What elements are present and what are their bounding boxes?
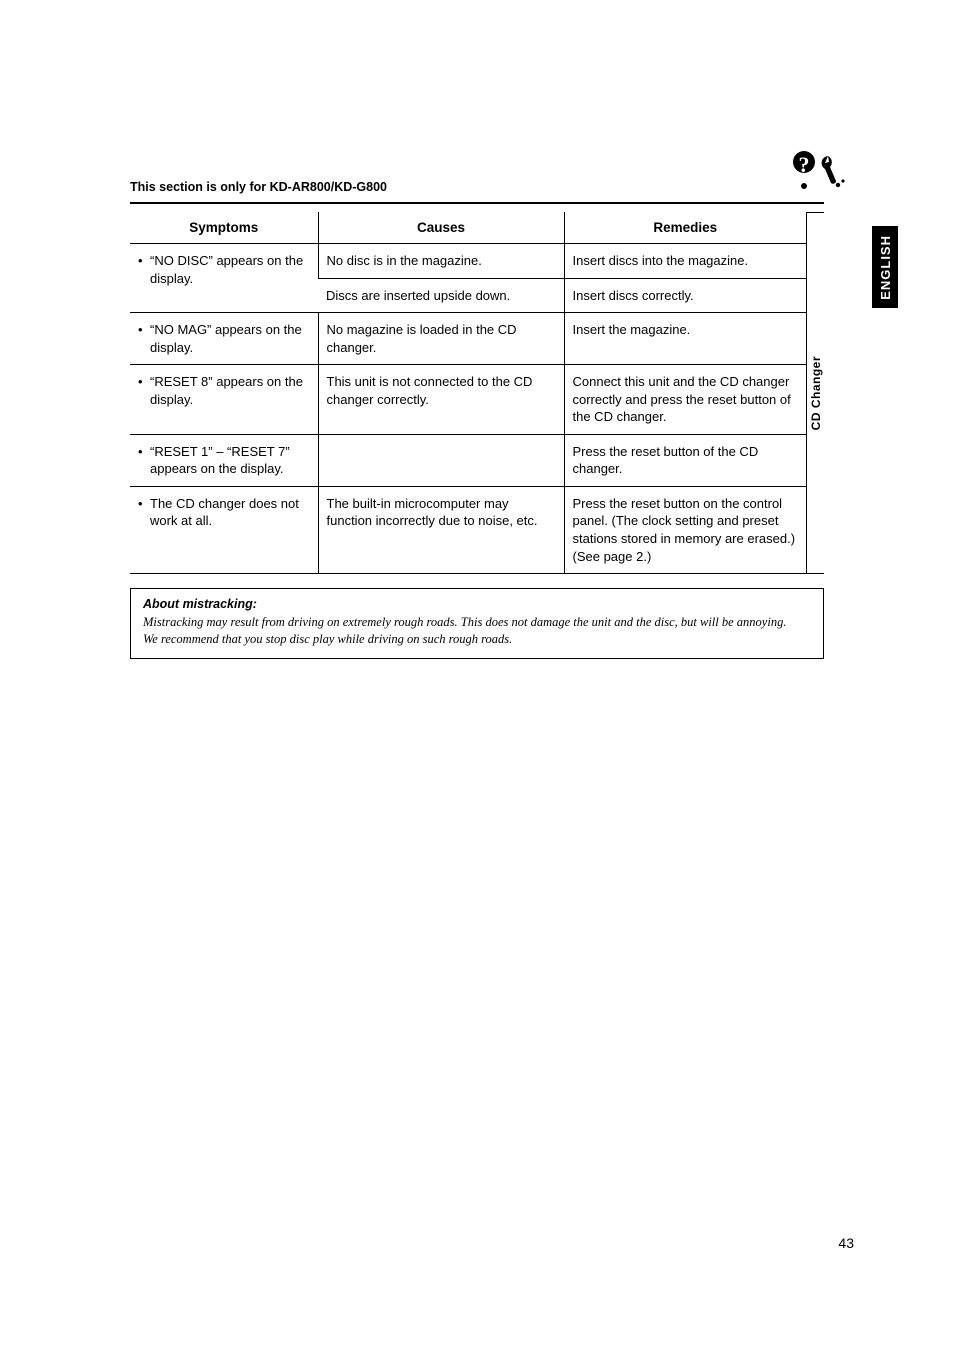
note-body-2: We recommend that you stop disc play whi…	[143, 631, 811, 648]
table-row: •“RESET 8” appears on the display. This …	[130, 365, 806, 435]
question-wrench-icon: ?	[792, 150, 850, 190]
category-tab-label: CD Changer	[809, 356, 823, 430]
symptom-cell: •“NO DISC” appears on the display.	[130, 244, 318, 313]
header-icon: ?	[792, 150, 850, 190]
svg-text:?: ?	[799, 152, 810, 177]
symptom-cell: •“RESET 8” appears on the display.	[130, 365, 318, 435]
language-tab-label: ENGLISH	[878, 235, 893, 300]
remedy-cell: Press the reset button on the control pa…	[564, 486, 806, 573]
table-header-row: Symptoms Causes Remedies	[130, 212, 806, 244]
cause-cell: Discs are inserted upside down.	[318, 278, 564, 313]
divider	[130, 202, 824, 204]
table-row: •“NO MAG” appears on the display. No mag…	[130, 313, 806, 365]
note-title: About mistracking:	[143, 597, 811, 611]
cause-cell: This unit is not connected to the CD cha…	[318, 365, 564, 435]
note-box: About mistracking: Mistracking may resul…	[130, 588, 824, 659]
cause-cell: No disc is in the magazine.	[318, 244, 564, 279]
cause-cell	[318, 434, 564, 486]
note-body-1: Mistracking may result from driving on e…	[143, 614, 811, 631]
page-number: 43	[838, 1235, 854, 1251]
page-content: ? ENGLISH This section is only for KD-AR…	[130, 180, 850, 659]
table-row: •The CD changer does not work at all. Th…	[130, 486, 806, 573]
remedy-cell: Connect this unit and the CD changer cor…	[564, 365, 806, 435]
troubleshoot-table-wrap: Symptoms Causes Remedies •“NO DISC” appe…	[130, 212, 850, 574]
header-remedies: Remedies	[564, 212, 806, 244]
header-symptoms: Symptoms	[130, 212, 318, 244]
category-tab: CD Changer	[806, 212, 824, 574]
header-causes: Causes	[318, 212, 564, 244]
cause-cell: The built-in microcomputer may function …	[318, 486, 564, 573]
cause-cell: No magazine is loaded in the CD changer.	[318, 313, 564, 365]
troubleshoot-table: Symptoms Causes Remedies •“NO DISC” appe…	[130, 212, 806, 574]
symptom-cell: •“RESET 1” – “RESET 7” appears on the di…	[130, 434, 318, 486]
section-title: This section is only for KD-AR800/KD-G80…	[130, 180, 850, 194]
symptom-cell: •The CD changer does not work at all.	[130, 486, 318, 573]
remedy-cell: Press the reset button of the CD changer…	[564, 434, 806, 486]
language-tab: ENGLISH	[872, 226, 898, 308]
table-row: •“NO DISC” appears on the display. No di…	[130, 244, 806, 279]
symptom-cell: •“NO MAG” appears on the display.	[130, 313, 318, 365]
table-row: •“RESET 1” – “RESET 7” appears on the di…	[130, 434, 806, 486]
remedy-cell: Insert discs into the magazine.	[564, 244, 806, 279]
remedy-cell: Insert the magazine.	[564, 313, 806, 365]
remedy-cell: Insert discs correctly.	[564, 278, 806, 313]
